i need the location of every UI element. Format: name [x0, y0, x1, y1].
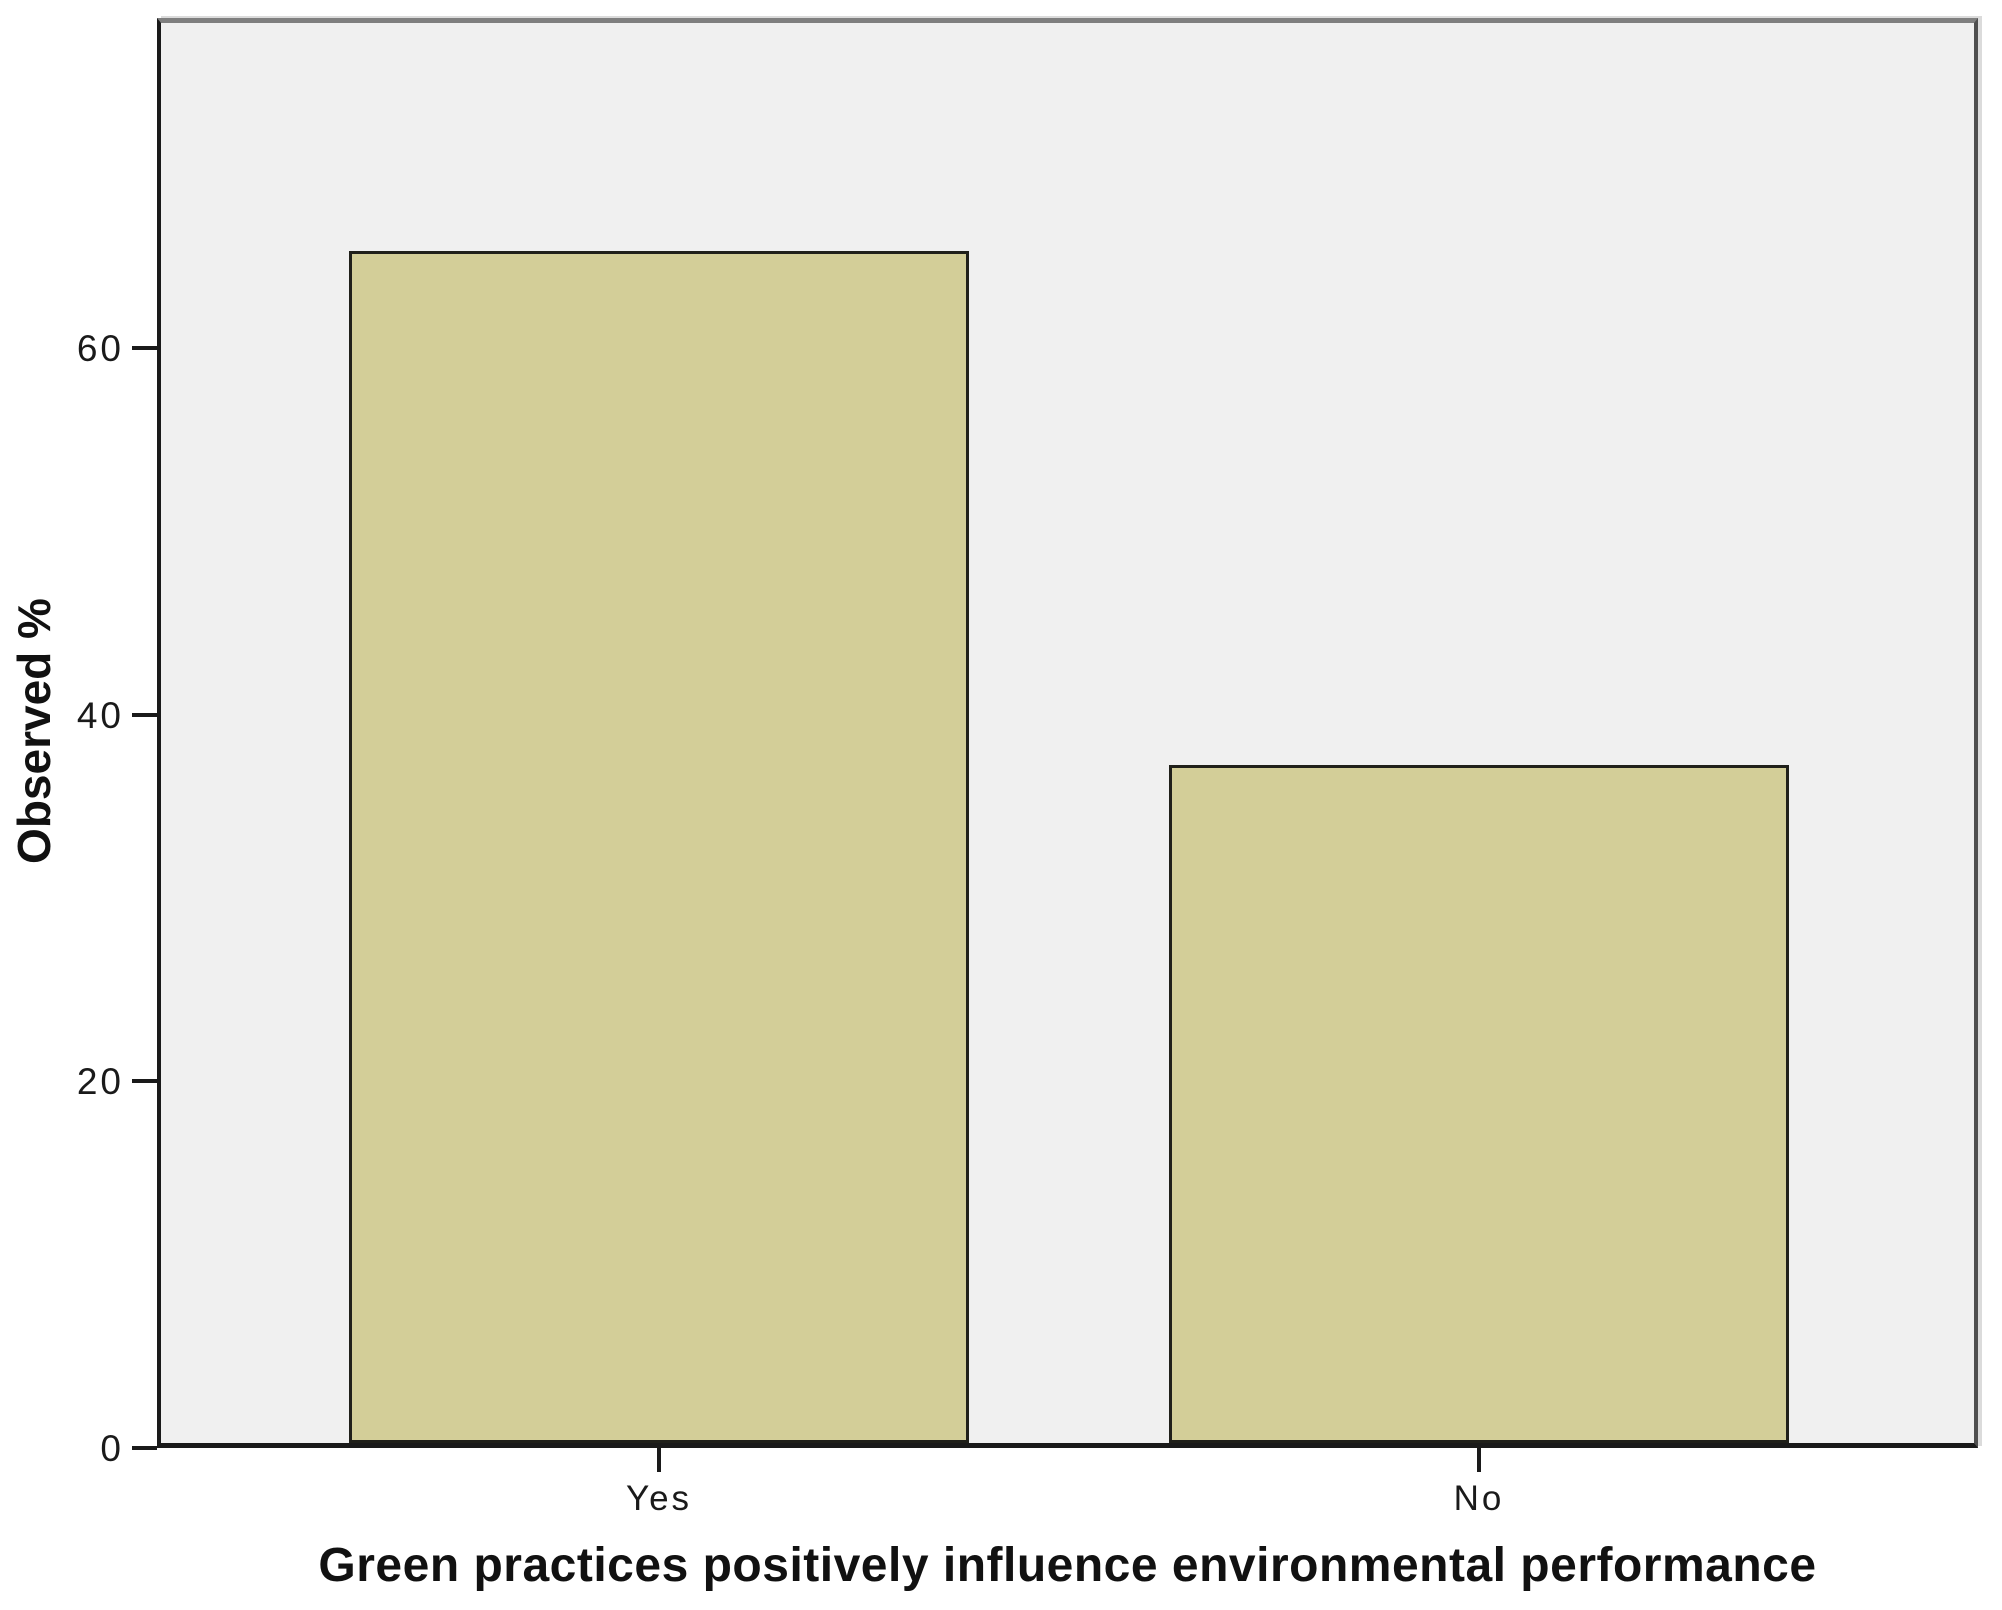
- y-tick-mark: [132, 1446, 157, 1450]
- y-tick-mark: [132, 346, 157, 350]
- y-tick-label: 20: [76, 1061, 124, 1102]
- y-tick-label: 0: [100, 1428, 124, 1469]
- x-tick-mark: [657, 1448, 661, 1472]
- x-tick-label-yes: Yes: [625, 1479, 693, 1518]
- x-axis-title: Green practices positively influence env…: [318, 1539, 1817, 1592]
- y-tick-label: 40: [76, 695, 124, 736]
- y-tick-mark: [132, 1079, 157, 1083]
- y-tick-mark: [132, 713, 157, 717]
- y-tick-label: 60: [76, 328, 124, 369]
- x-tick-label-no: No: [1453, 1479, 1505, 1518]
- bar-no: [1169, 765, 1789, 1443]
- plot-area: [157, 18, 1978, 1448]
- x-tick-mark: [1477, 1448, 1481, 1472]
- bar-yes: [349, 251, 969, 1443]
